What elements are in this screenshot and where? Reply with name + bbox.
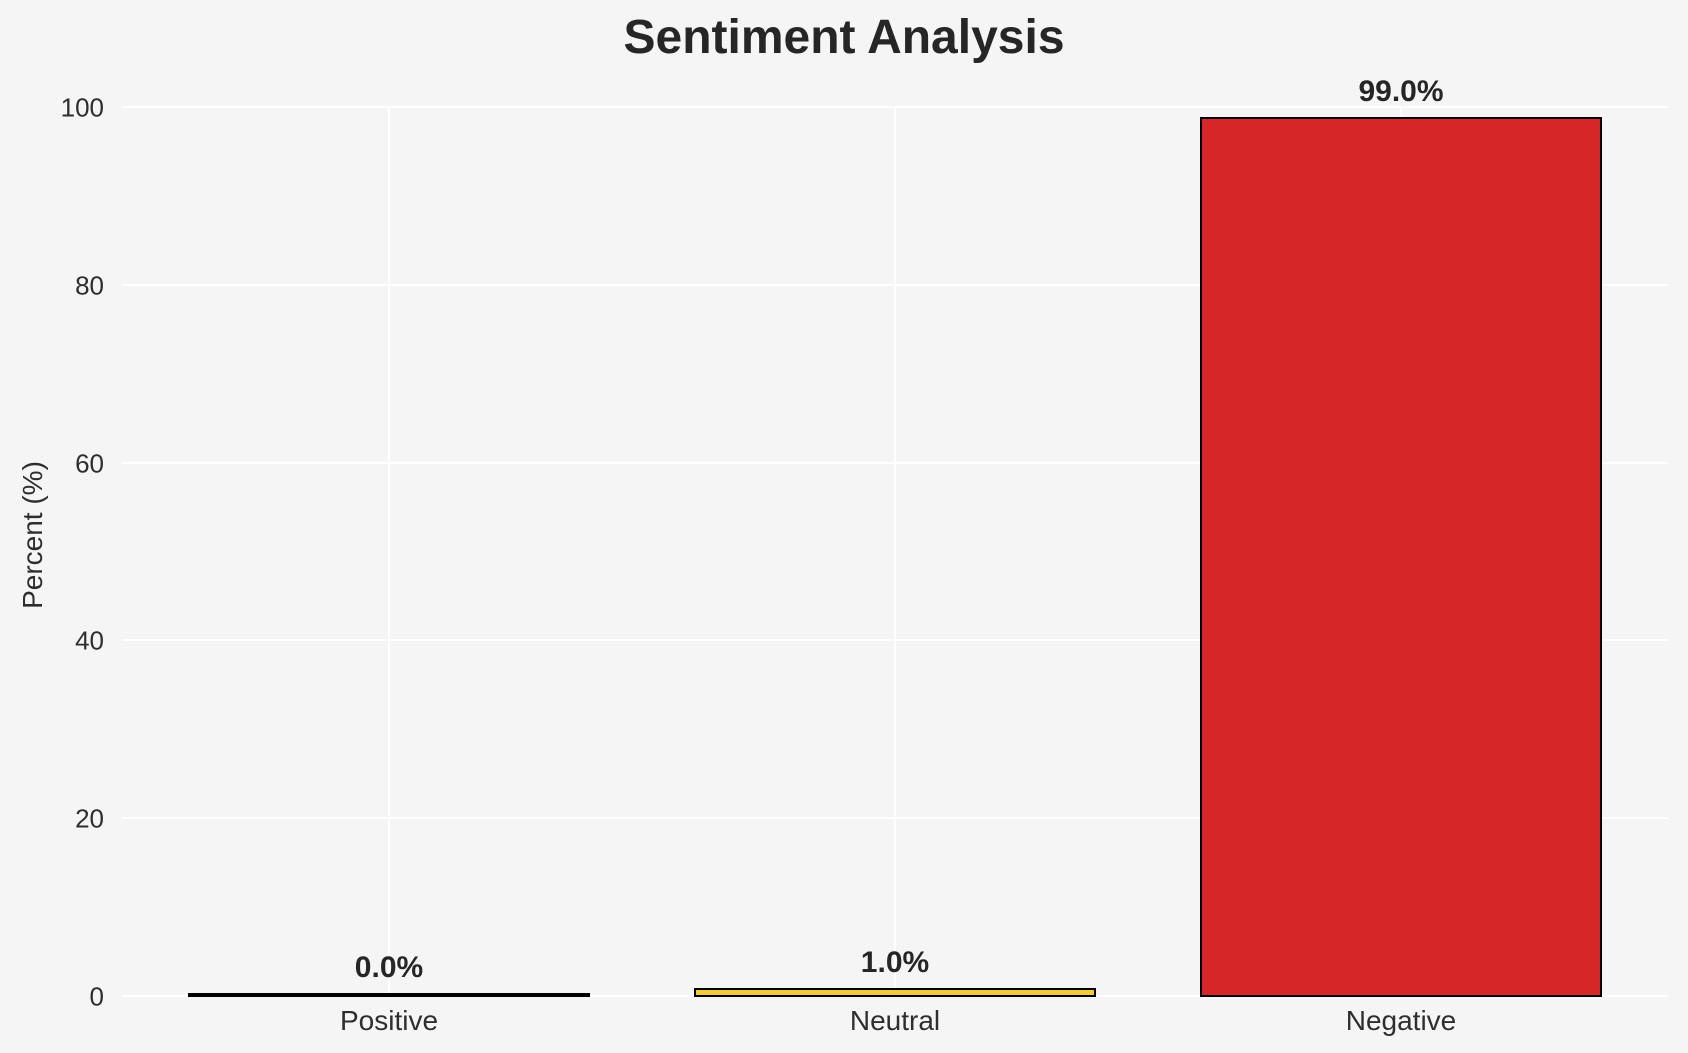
bar-positive — [188, 993, 590, 997]
bar-neutral — [694, 988, 1096, 997]
plot-area: 0.0% 1.0% 99.0% — [122, 75, 1668, 997]
y-gridline — [122, 106, 1668, 108]
y-tick-label: 0 — [89, 981, 104, 1012]
y-tick-label: 60 — [75, 448, 104, 479]
bar-value-label: 0.0% — [354, 951, 424, 984]
x-tick-label-positive: Positive — [339, 1005, 439, 1036]
y-tick-label: 100 — [60, 92, 104, 123]
y-tick-label: 80 — [75, 270, 104, 301]
bar-value-label: 1.0% — [860, 946, 930, 979]
y-tick-label: 40 — [75, 625, 104, 656]
y-tick-label: 20 — [75, 803, 104, 834]
bar-negative — [1200, 117, 1602, 997]
bar-value-label: 99.0% — [1358, 75, 1444, 108]
x-tick-label-neutral: Neutral — [849, 1005, 941, 1036]
x-tick-label-negative: Negative — [1345, 1005, 1457, 1036]
y-axis-label: Percent (%) — [17, 461, 48, 609]
x-gridline — [388, 108, 390, 997]
x-gridline — [894, 108, 896, 997]
chart-title: Sentiment Analysis — [623, 11, 1065, 64]
